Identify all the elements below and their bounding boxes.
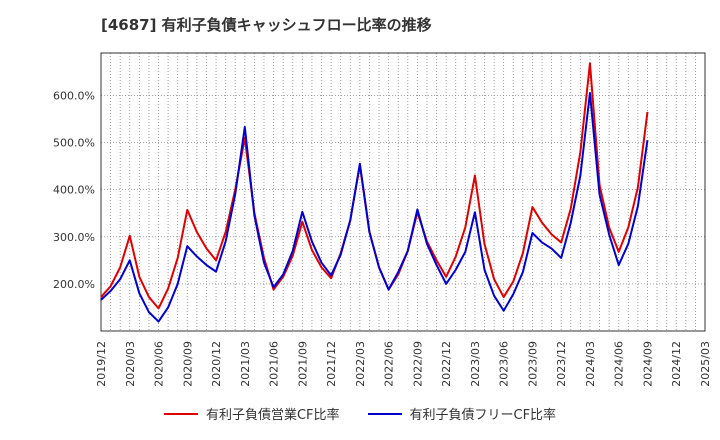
x-tick-label: 2023/06 [498, 341, 511, 387]
x-tick-label: 2022/06 [383, 341, 396, 387]
x-tick-label: 2024/03 [584, 341, 597, 387]
x-tick-label: 2020/12 [210, 341, 223, 387]
series-lines [100, 62, 649, 323]
plot-area [101, 53, 705, 331]
legend-item-operating-cf: 有利子負債営業CF比率 [163, 404, 340, 423]
x-tick-label: 2022/12 [440, 341, 453, 387]
x-tick-label: 2025/03 [699, 341, 712, 387]
x-tick-label: 2019/12 [95, 341, 108, 387]
x-tick-label: 2021/06 [268, 341, 281, 387]
x-tick-label: 2022/03 [354, 341, 367, 387]
y-tick-label: 500.0% [53, 137, 95, 150]
legend-swatch [367, 412, 402, 415]
x-tick-label: 2024/12 [670, 341, 683, 387]
y-tick-label: 400.0% [53, 184, 95, 197]
x-axis-ticks: 2019/12 2020/03 2020/06 2020/09 2020/12 2021/… [95, 341, 712, 387]
series-line-free-cf [100, 92, 649, 323]
x-tick-label: 2022/09 [411, 341, 424, 387]
y-axis-ticks: 200.0% 300.0% 400.0% 500.0% 600.0% [53, 89, 95, 290]
x-tick-label: 2021/12 [325, 341, 338, 387]
x-tick-label: 2024/09 [641, 341, 654, 387]
x-tick-label: 2023/03 [469, 341, 482, 387]
legend-label: 有利子負債フリーCF比率 [409, 408, 557, 423]
x-tick-label: 2021/03 [239, 341, 252, 387]
y-tick-label: 300.0% [53, 231, 95, 244]
legend-item-free-cf: 有利子負債フリーCF比率 [367, 404, 557, 423]
chart-title: [4687] 有利子負債キャッシュフロー比率の推移 [101, 16, 432, 34]
legend-label: 有利子負債営業CF比率 [205, 408, 340, 423]
legend: 有利子負債営業CF比率 有利子負債フリーCF比率 [0, 404, 720, 423]
x-tick-label: 2023/09 [526, 341, 539, 387]
y-tick-label: 200.0% [53, 278, 95, 291]
x-tick-label: 2023/12 [555, 341, 568, 387]
legend-swatch [163, 412, 198, 415]
x-tick-label: 2020/09 [181, 341, 194, 387]
y-tick-label: 600.0% [53, 89, 95, 102]
x-tick-label: 2020/06 [153, 341, 166, 387]
x-tick-label: 2020/03 [124, 341, 137, 387]
x-tick-label: 2021/09 [296, 341, 309, 387]
x-tick-label: 2024/06 [613, 341, 626, 387]
plot-frame [100, 52, 706, 332]
